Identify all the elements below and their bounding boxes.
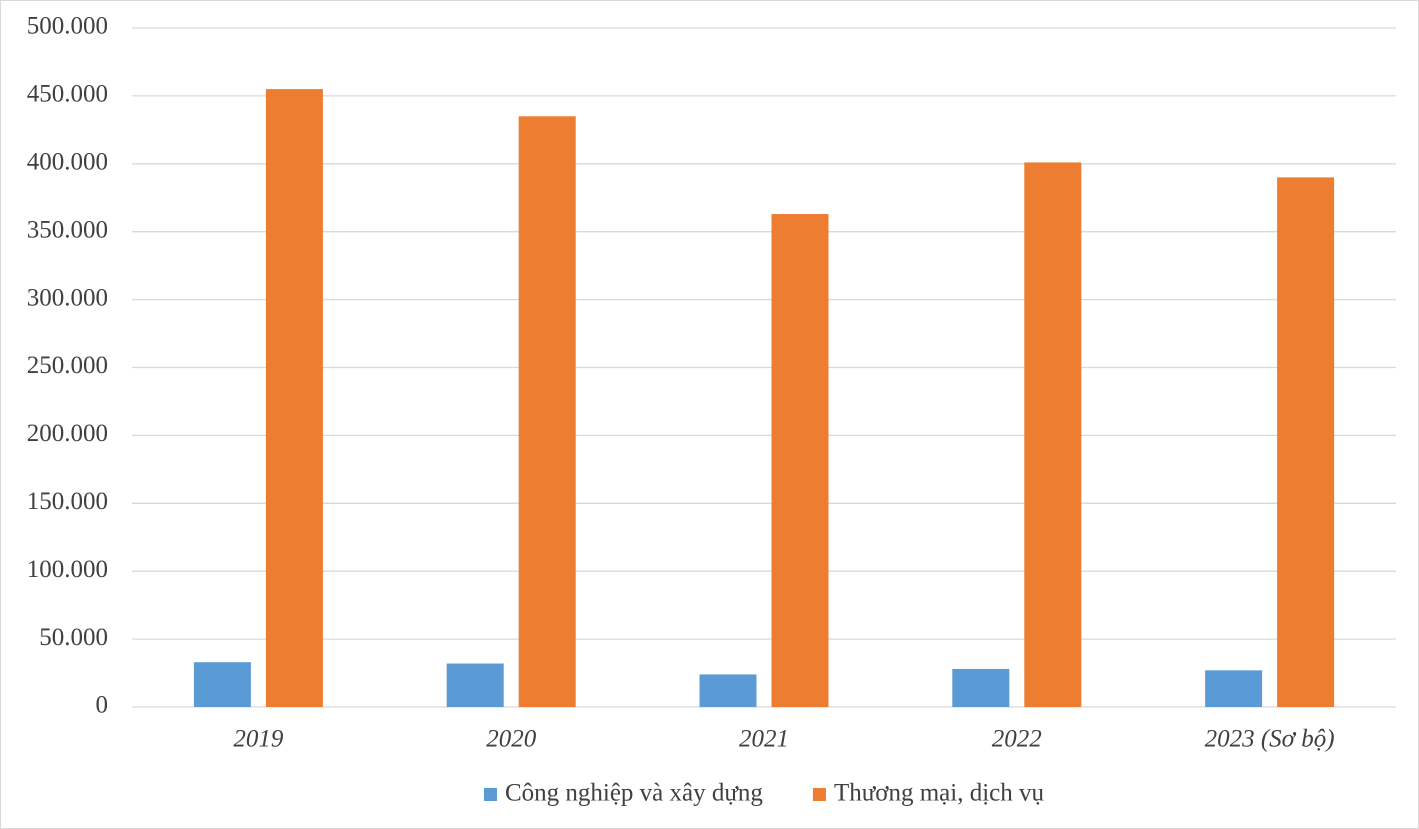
bar <box>446 663 504 707</box>
legend-label: Thương mại, dịch vụ <box>834 780 1045 807</box>
bar <box>518 116 576 707</box>
bar <box>1024 162 1082 707</box>
legend-swatch <box>483 788 497 801</box>
y-tick-label: 50.000 <box>39 624 108 651</box>
y-tick-label: 500.000 <box>27 13 108 40</box>
y-tick-label: 250.000 <box>27 352 108 379</box>
y-tick-label: 350.000 <box>27 216 108 243</box>
bar <box>1205 670 1263 707</box>
bar <box>699 674 757 707</box>
x-tick-label: 2023 (Sơ bộ) <box>1205 726 1335 753</box>
y-tick-label: 0 <box>96 692 109 719</box>
bar <box>265 89 323 708</box>
y-tick-label: 450.000 <box>27 81 108 108</box>
y-tick-label: 300.000 <box>27 284 108 311</box>
x-tick-label: 2022 <box>992 726 1042 753</box>
y-tick-label: 400.000 <box>27 149 108 176</box>
x-tick-label: 2020 <box>486 726 537 753</box>
bar <box>952 668 1010 707</box>
bar <box>193 662 251 707</box>
x-tick-label: 2021 <box>739 726 789 753</box>
x-tick-label: 2019 <box>233 726 284 753</box>
y-tick-label: 100.000 <box>27 556 108 583</box>
y-tick-label: 150.000 <box>27 488 108 515</box>
legend-swatch <box>812 788 826 801</box>
y-tick-label: 200.000 <box>27 420 108 447</box>
bar <box>1277 177 1335 707</box>
legend-label: Công nghiệp và xây dựng <box>505 780 763 807</box>
bar <box>771 214 829 707</box>
